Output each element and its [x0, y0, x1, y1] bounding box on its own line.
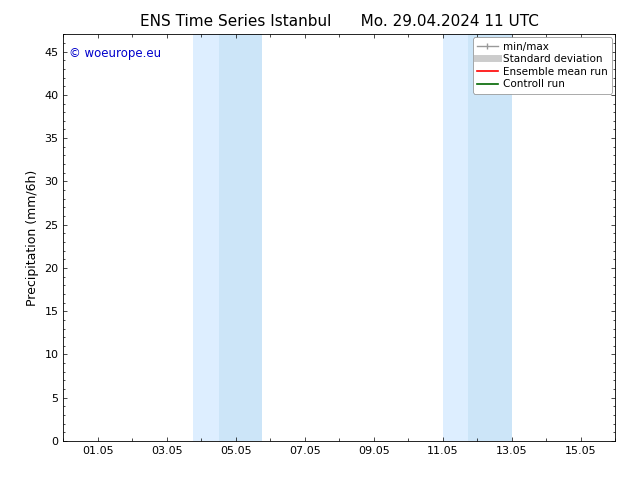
Y-axis label: Precipitation (mm/6h): Precipitation (mm/6h) — [26, 170, 39, 306]
Bar — [443, 34, 469, 441]
Bar — [469, 34, 512, 441]
Legend: min/max, Standard deviation, Ensemble mean run, Controll run: min/max, Standard deviation, Ensemble me… — [473, 37, 612, 94]
Title: ENS Time Series Istanbul      Mo. 29.04.2024 11 UTC: ENS Time Series Istanbul Mo. 29.04.2024 … — [139, 14, 539, 29]
Bar — [193, 34, 219, 441]
Bar — [219, 34, 262, 441]
Text: © woeurope.eu: © woeurope.eu — [69, 47, 161, 59]
